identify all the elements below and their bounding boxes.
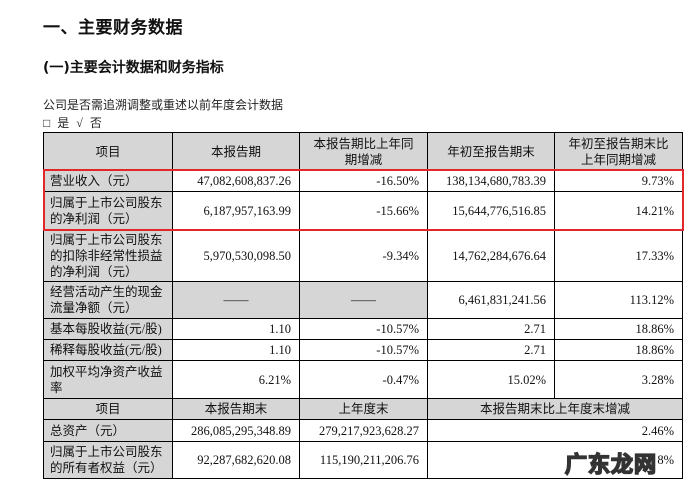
current-change: -10.57% <box>299 318 428 340</box>
row-label: 归属于上市公司股东的扣除非经常性损益的净利润（元） <box>43 229 173 282</box>
header-item: 项目 <box>43 398 173 420</box>
table-row: 总资产（元） 286,085,295,348.89 279,217,923,62… <box>43 419 683 442</box>
table-row: 经营活动产生的现金流量净额（元） —— —— 6,461,831,241.56 … <box>43 281 683 319</box>
no-label: 否 <box>89 116 102 130</box>
subsection-title: (一)主要会计数据和财务指标 <box>43 60 224 76</box>
current-change: —— <box>299 281 428 319</box>
current-value: 6,187,957,163.99 <box>172 191 300 230</box>
row-label: 总资产（元） <box>43 419 173 442</box>
current-change: -15.66% <box>299 191 428 230</box>
ytd-change: 113.12% <box>554 281 683 319</box>
financial-data-table: 项目 本报告期 本报告期比上年同期增减 年初至报告期末 年初至报告期末比上年同期… <box>43 132 683 479</box>
period-end-value: 92,287,682,620.08 <box>172 441 300 479</box>
restatement-answer: □ 是 √ 否 <box>43 114 109 131</box>
change-value: 8% <box>427 441 683 479</box>
header-prior-year-end: 上年度末 <box>299 398 428 420</box>
row-label: 经营活动产生的现金流量净额（元） <box>43 281 173 319</box>
prior-year-end-value: 279,217,923,628.27 <box>299 419 428 442</box>
ytd-value: 2.71 <box>427 318 555 340</box>
restatement-question: 公司是否需追溯调整或重述以前年度会计数据 <box>43 98 284 112</box>
ytd-change: 14.21% <box>554 191 683 230</box>
header-ytd-change: 年初至报告期末比上年同期增减 <box>554 132 683 171</box>
table-header-row: 项目 本报告期 本报告期比上年同期增减 年初至报告期末 年初至报告期末比上年同期… <box>43 132 683 171</box>
current-value: 1.10 <box>172 339 300 361</box>
table-row: 基本每股收益(元/股) 1.10 -10.57% 2.71 18.86% <box>43 318 683 340</box>
yes-checkbox-icon: □ <box>43 116 51 130</box>
watermark: 广东龙网 <box>564 452 658 479</box>
row-label: 归属于上市公司股东的所有者权益（元） <box>43 441 173 479</box>
section-title: 一、主要财务数据 <box>43 18 183 38</box>
table-row: 归属于上市公司股东的扣除非经常性损益的净利润（元） 5,970,530,098.… <box>43 229 683 282</box>
current-value: —— <box>172 281 300 319</box>
ytd-change: 3.28% <box>554 360 683 399</box>
current-value: 6.21% <box>172 360 300 399</box>
ytd-value: 138,134,680,783.39 <box>427 170 555 192</box>
header-item: 项目 <box>43 132 173 171</box>
current-change: -9.34% <box>299 229 428 282</box>
ytd-value: 14,762,284,676.64 <box>427 229 555 282</box>
table-row: 稀释每股收益(元/股) 1.10 -10.57% 2.71 18.86% <box>43 339 683 361</box>
row-label: 归属于上市公司股东的净利润（元） <box>43 191 173 230</box>
row-label: 加权平均净资产收益率 <box>43 360 173 399</box>
yes-label: 是 <box>57 116 70 130</box>
ytd-change: 18.86% <box>554 339 683 361</box>
period-end-value: 286,085,295,348.89 <box>172 419 300 442</box>
row-label: 稀释每股收益(元/股) <box>43 339 173 361</box>
row-label: 营业收入（元） <box>43 170 173 192</box>
ytd-value: 15,644,776,516.85 <box>427 191 555 230</box>
current-value: 1.10 <box>172 318 300 340</box>
current-change: -0.47% <box>299 360 428 399</box>
ytd-change: 17.33% <box>554 229 683 282</box>
current-value: 47,082,608,837.26 <box>172 170 300 192</box>
table-header-row-2: 项目 本报告期末 上年度末 本报告期末比上年度末增减 <box>43 398 683 420</box>
table-row: 营业收入（元） 47,082,608,837.26 -16.50% 138,13… <box>43 170 683 192</box>
checkmark-icon: √ <box>76 116 83 130</box>
row-label: 基本每股收益(元/股) <box>43 318 173 340</box>
header-current-change: 本报告期比上年同期增减 <box>299 132 428 171</box>
ytd-value: 15.02% <box>427 360 555 399</box>
ytd-value: 2.71 <box>427 339 555 361</box>
change-value: 2.46% <box>427 419 683 442</box>
table-row: 归属于上市公司股东的所有者权益（元） 92,287,682,620.08 115… <box>43 441 683 479</box>
current-value: 5,970,530,098.50 <box>172 229 300 282</box>
ytd-value: 6,461,831,241.56 <box>427 281 555 319</box>
ytd-change: 18.86% <box>554 318 683 340</box>
table-row: 加权平均净资产收益率 6.21% -0.47% 15.02% 3.28% <box>43 360 683 399</box>
header-change: 本报告期末比上年度末增减 <box>427 398 683 420</box>
ytd-change: 9.73% <box>554 170 683 192</box>
prior-year-end-value: 115,190,211,206.76 <box>299 441 428 479</box>
header-current: 本报告期 <box>172 132 300 171</box>
current-change: -10.57% <box>299 339 428 361</box>
table-row: 归属于上市公司股东的净利润（元） 6,187,957,163.99 -15.66… <box>43 191 683 230</box>
header-period-end: 本报告期末 <box>172 398 300 420</box>
current-change: -16.50% <box>299 170 428 192</box>
header-ytd: 年初至报告期末 <box>427 132 555 171</box>
